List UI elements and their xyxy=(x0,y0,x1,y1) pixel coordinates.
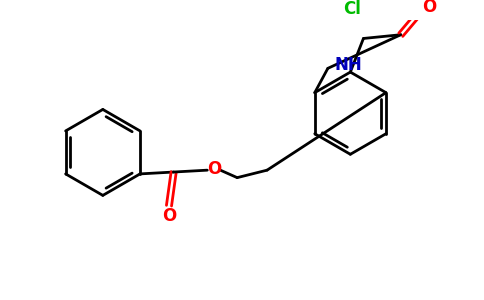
Text: O: O xyxy=(162,207,176,225)
Text: Cl: Cl xyxy=(343,0,361,18)
Text: O: O xyxy=(207,160,221,178)
Text: NH: NH xyxy=(334,56,362,74)
Text: O: O xyxy=(422,0,436,16)
